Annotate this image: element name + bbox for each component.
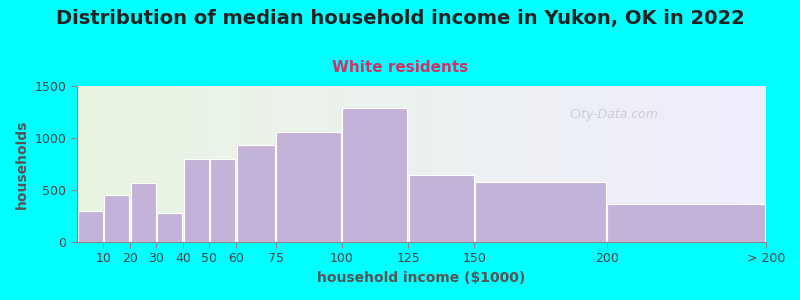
Bar xyxy=(475,182,606,242)
Bar xyxy=(607,203,765,242)
Bar xyxy=(276,132,341,242)
Bar xyxy=(78,211,102,242)
Text: City-Data.com: City-Data.com xyxy=(570,108,658,121)
Bar xyxy=(409,176,474,242)
Bar xyxy=(342,108,407,242)
Text: Distribution of median household income in Yukon, OK in 2022: Distribution of median household income … xyxy=(56,9,744,28)
Bar xyxy=(157,213,182,242)
Bar xyxy=(130,183,156,242)
X-axis label: household income ($1000): household income ($1000) xyxy=(318,271,526,285)
Bar xyxy=(183,159,209,242)
Bar xyxy=(104,195,129,242)
Y-axis label: households: households xyxy=(15,119,29,209)
Text: White residents: White residents xyxy=(332,60,468,75)
Bar xyxy=(237,145,275,242)
Bar xyxy=(210,159,235,242)
